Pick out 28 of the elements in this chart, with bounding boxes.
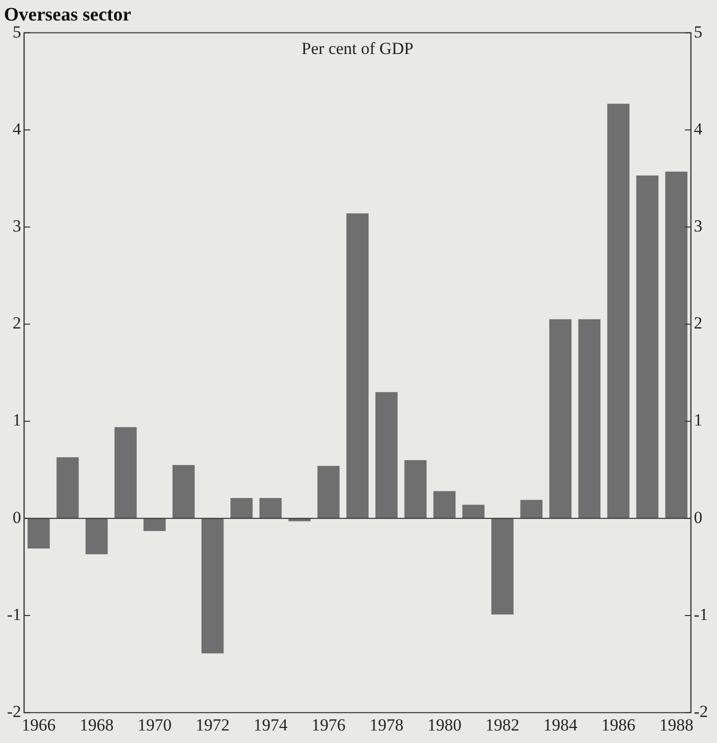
- y2-tick-label: -2: [694, 702, 708, 722]
- x-tick-label: 1976: [312, 715, 346, 734]
- y2-tick-label: 1: [694, 410, 702, 430]
- y2-tick-label: -1: [694, 604, 708, 624]
- y2-tick-label: 0: [694, 508, 702, 527]
- y-tick-label: 2: [12, 314, 22, 333]
- y-tick-label: 1: [12, 410, 22, 430]
- y2-tick-label: 5: [694, 22, 702, 42]
- x-tick-label: 1988: [659, 715, 694, 734]
- x-tick-label: 1982: [485, 715, 520, 734]
- y2-tick-label: 4: [694, 119, 703, 138]
- y-tick-label: 4: [12, 119, 22, 138]
- annotation: Per cent of GDP: [302, 38, 414, 58]
- x-tick-label: 1978: [369, 715, 404, 734]
- x-tick-label: 1970: [138, 715, 172, 734]
- y-tick-label: -1: [6, 604, 22, 624]
- y2-tick-label: 3: [694, 216, 702, 236]
- x-tick-label: 1974: [254, 715, 288, 734]
- y-tick-label: -2: [6, 702, 22, 722]
- y2-tick-label: 2: [694, 314, 702, 333]
- x-tick-label: 1968: [80, 715, 114, 734]
- x-tick-label: 1966: [22, 715, 56, 734]
- x-tick-label: 1984: [543, 715, 578, 734]
- y-tick-label: 3: [12, 216, 22, 236]
- x-tick-label: 1980: [427, 715, 462, 734]
- y-tick-label: 0: [12, 508, 22, 527]
- x-tick-label: 1986: [601, 715, 636, 734]
- x-tick-label: 1972: [196, 715, 230, 734]
